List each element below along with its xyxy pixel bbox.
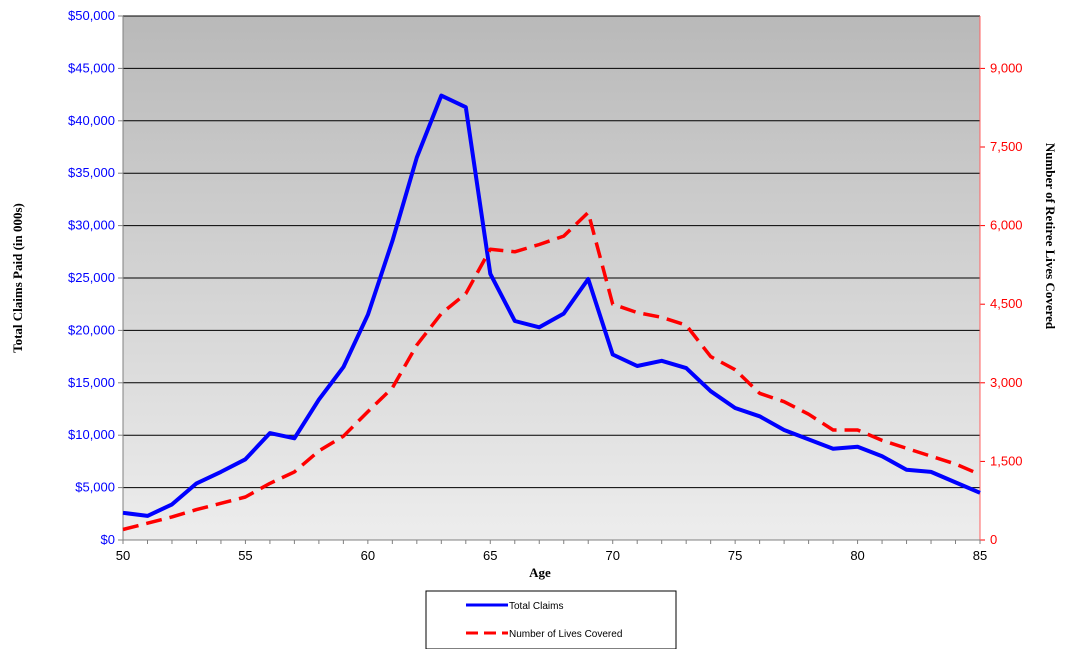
left-tick-label: $0 (101, 532, 115, 547)
x-tick-label: 60 (361, 548, 375, 563)
legend-label-total-claims: Total Claims (509, 601, 563, 612)
x-tick-label: 55 (238, 548, 252, 563)
series-line-number-of-lives-covered (122, 210, 981, 532)
x-axis-title: Age (529, 565, 551, 580)
left-tick-label: $35,000 (68, 165, 115, 180)
legend-label-lives-covered: Number of Lives Covered (509, 629, 622, 640)
left-tick-label: $45,000 (68, 60, 115, 75)
legend: Total Claims Number of Lives Covered (425, 590, 677, 649)
x-tick-label: 65 (483, 548, 497, 563)
x-tick-label: 80 (850, 548, 864, 563)
left-tick-label: $10,000 (68, 427, 115, 442)
right-tick-label: 9,000 (990, 60, 1023, 75)
left-tick-label: $20,000 (68, 322, 115, 337)
right-tick-label: 4,500 (990, 296, 1023, 311)
x-tick-label: 85 (973, 548, 987, 563)
left-tick-label: $40,000 (68, 113, 115, 128)
tick-labels: $0 $5,000 $10,000 $15,000 $20,000 $25,000 $30,… (68, 8, 1023, 563)
left-axis-title: Total Claims Paid (in 000s) (10, 203, 25, 353)
right-axis-title: Number of Retiree Lives Covered (1043, 143, 1058, 330)
x-tick-label: 50 (116, 548, 130, 563)
left-tick-label: $15,000 (68, 375, 115, 390)
left-tick-label: $25,000 (68, 270, 115, 285)
left-tick-label: $50,000 (68, 8, 115, 23)
right-tick-label: 0 (990, 532, 997, 547)
right-tick-label: 1,500 (990, 453, 1023, 468)
right-tick-label: 7,500 (990, 139, 1023, 154)
series-line-total-claims (122, 93, 981, 518)
left-tick-label: $30,000 (68, 218, 115, 233)
axes (118, 15, 985, 544)
right-tick-label: 6,000 (990, 218, 1023, 233)
right-tick-label: 3,000 (990, 375, 1023, 390)
series-lines (122, 93, 981, 532)
left-tick-label: $5,000 (75, 480, 115, 495)
x-tick-label: 75 (728, 548, 742, 563)
x-tick-label: 70 (605, 548, 619, 563)
legend-box (425, 590, 677, 649)
